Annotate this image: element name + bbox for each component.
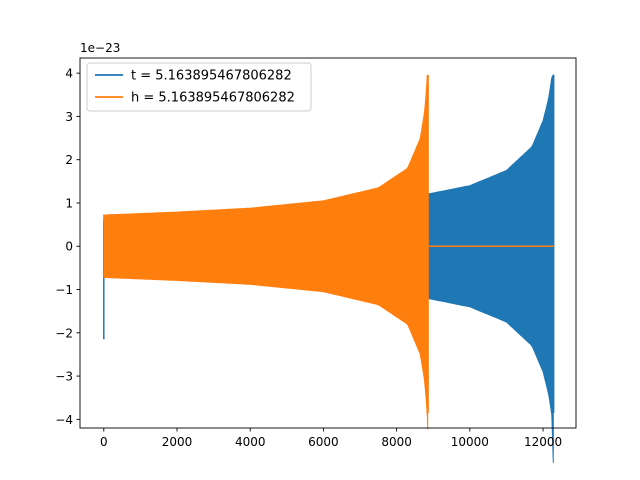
x-tick-label: 12000: [524, 435, 562, 449]
series-layer: [103, 73, 555, 463]
x-tick-label: 0: [100, 435, 108, 449]
y-offset-label: 1e−23: [80, 41, 120, 55]
y-tick-label: 0: [65, 240, 73, 254]
y-tick-label: −2: [55, 326, 73, 340]
legend-box: [86, 62, 312, 112]
y-tick-label: 1: [65, 196, 73, 210]
x-tick-label: 4000: [235, 435, 266, 449]
legend-label-t: t = 5.163895467806282: [131, 69, 292, 84]
plot-frame: [79, 57, 577, 429]
y-tick-label: 4: [65, 67, 73, 81]
legend: t = 5.163895467806282 h = 5.163895467806…: [86, 62, 312, 112]
x-tick-label: 8000: [381, 435, 412, 449]
series-1: [103, 74, 554, 430]
legend-label-h: h = 5.163895467806282: [131, 91, 295, 106]
x-tick-label: 6000: [308, 435, 339, 449]
y-tick-label: −4: [55, 413, 73, 427]
y-tick-label: 2: [65, 153, 73, 167]
series-1-band: [103, 74, 429, 430]
x-tick-label: 10000: [451, 435, 489, 449]
y-tick-label: 3: [65, 110, 73, 124]
y-tick-label: −3: [55, 370, 73, 384]
axes-layer: 0 2000 4000 6000 8000 10000 12000 −4 −3 −2 −1 0 1 2 3 4: [55, 67, 562, 449]
y-tick-label: −1: [55, 283, 73, 297]
x-tick-label: 2000: [162, 435, 193, 449]
